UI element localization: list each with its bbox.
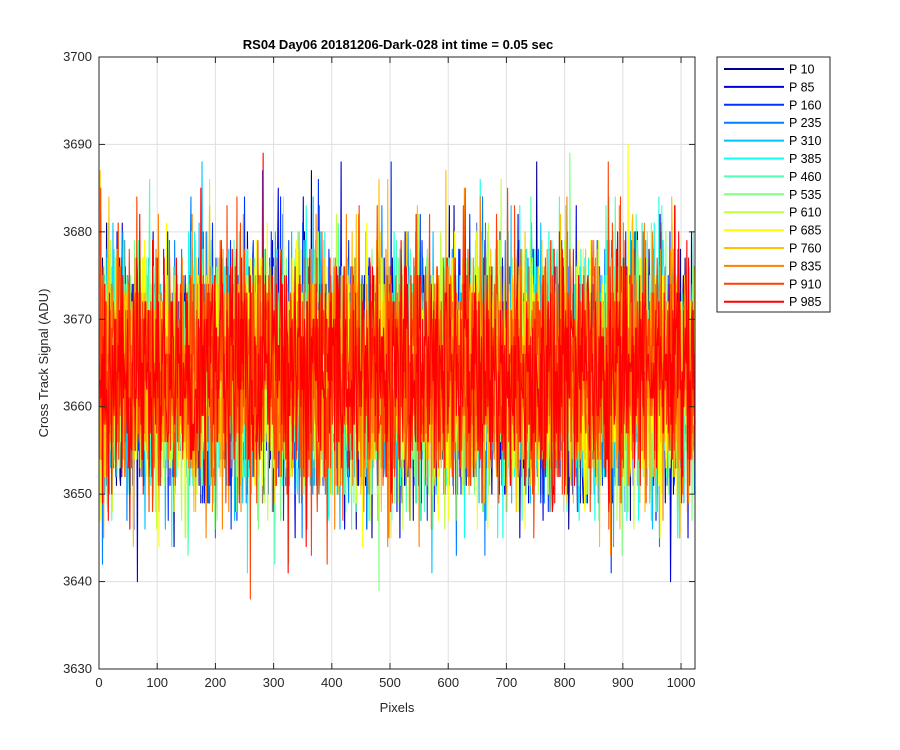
legend-label: P 460 [789,170,821,184]
legend-label: P 310 [789,134,821,148]
x-tick-label: 900 [612,675,634,690]
legend-label: P 10 [789,63,815,77]
x-tick-label: 500 [379,675,401,690]
x-tick-label: 100 [146,675,168,690]
y-tick-label: 3690 [63,136,92,151]
legend-label: P 535 [789,188,821,202]
legend: P 10 P 85 P 160 P 235 P 310 P 385 P 460 P 535 P … [716,56,831,313]
legend-label: P 760 [789,242,821,256]
legend-label: P 160 [789,98,821,112]
y-tick-label: 3630 [63,661,92,676]
y-tick-label: 3640 [63,574,92,589]
y-tick-label: 3670 [63,311,92,326]
y-tick-label: 3660 [63,399,92,414]
y-tick-label: 3700 [63,49,92,64]
series-line-p-985 [99,152,696,574]
legend-box [716,56,831,313]
legend-label: P 685 [789,224,821,238]
y-tick-label: 3650 [63,486,92,501]
x-tick-label: 600 [437,675,459,690]
x-axis-label: Pixels [380,700,415,715]
y-axis-label: Cross Track Signal (ADU) [36,289,51,438]
legend-label: P 385 [789,152,821,166]
x-tick-label: 400 [321,675,343,690]
legend-label: P 85 [789,80,815,94]
x-tick-label: 300 [263,675,285,690]
x-tick-label: 700 [496,675,518,690]
chart-title: RS04 Day06 20181206-Dark-028 int time = … [243,37,553,52]
legend-label: P 235 [789,116,821,130]
x-tick-label: 800 [554,675,576,690]
legend-label: P 910 [789,277,821,291]
plot-area [98,56,696,670]
x-tick-label: 1000 [667,675,696,690]
series-lines [99,143,696,600]
plot-border [98,56,696,670]
legend-label: P 610 [789,206,821,220]
x-tick-label: 0 [95,675,102,690]
legend-label: P 985 [789,295,821,309]
legend-label: P 835 [789,259,821,273]
y-tick-label: 3680 [63,224,92,239]
x-tick-label: 200 [205,675,227,690]
axes: 0 100 200 300 400 500 600 700 800 900 1000 3630 3640… [63,49,695,690]
